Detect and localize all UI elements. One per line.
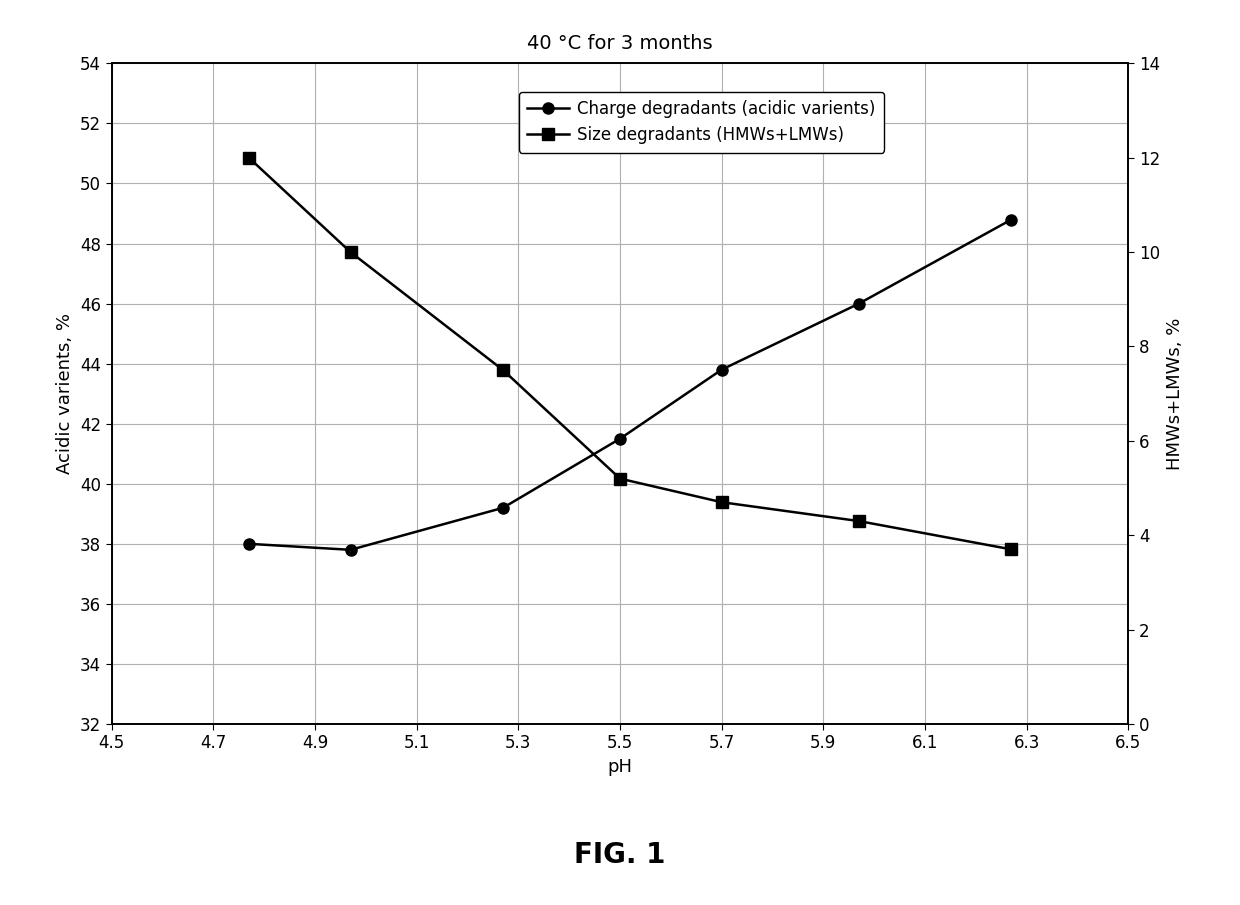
Size degradants (HMWs+LMWs) [343, 247, 358, 258]
Size degradants (HMWs+LMWs) [242, 152, 257, 163]
Charge degradants (acidic varients) [1004, 214, 1019, 225]
Legend: Charge degradants (acidic varients), Size degradants (HMWs+LMWs): Charge degradants (acidic varients), Siz… [518, 91, 884, 153]
Size degradants (HMWs+LMWs) [852, 516, 867, 527]
Line: Size degradants (HMWs+LMWs): Size degradants (HMWs+LMWs) [243, 152, 1017, 555]
Y-axis label: HMWs+LMWs, %: HMWs+LMWs, % [1166, 318, 1184, 470]
Size degradants (HMWs+LMWs) [496, 365, 511, 376]
Charge degradants (acidic varients) [852, 298, 867, 309]
Size degradants (HMWs+LMWs) [613, 473, 627, 484]
Line: Charge degradants (acidic varients): Charge degradants (acidic varients) [243, 214, 1017, 556]
Y-axis label: Acidic varients, %: Acidic varients, % [56, 313, 74, 474]
Charge degradants (acidic varients) [343, 545, 358, 556]
Size degradants (HMWs+LMWs) [714, 497, 729, 508]
Charge degradants (acidic varients) [613, 433, 627, 444]
Text: FIG. 1: FIG. 1 [574, 842, 666, 869]
Charge degradants (acidic varients) [714, 364, 729, 375]
Charge degradants (acidic varients) [496, 502, 511, 513]
Size degradants (HMWs+LMWs) [1004, 544, 1019, 555]
X-axis label: pH: pH [608, 758, 632, 776]
Title: 40 °C for 3 months: 40 °C for 3 months [527, 34, 713, 53]
Charge degradants (acidic varients) [242, 538, 257, 549]
